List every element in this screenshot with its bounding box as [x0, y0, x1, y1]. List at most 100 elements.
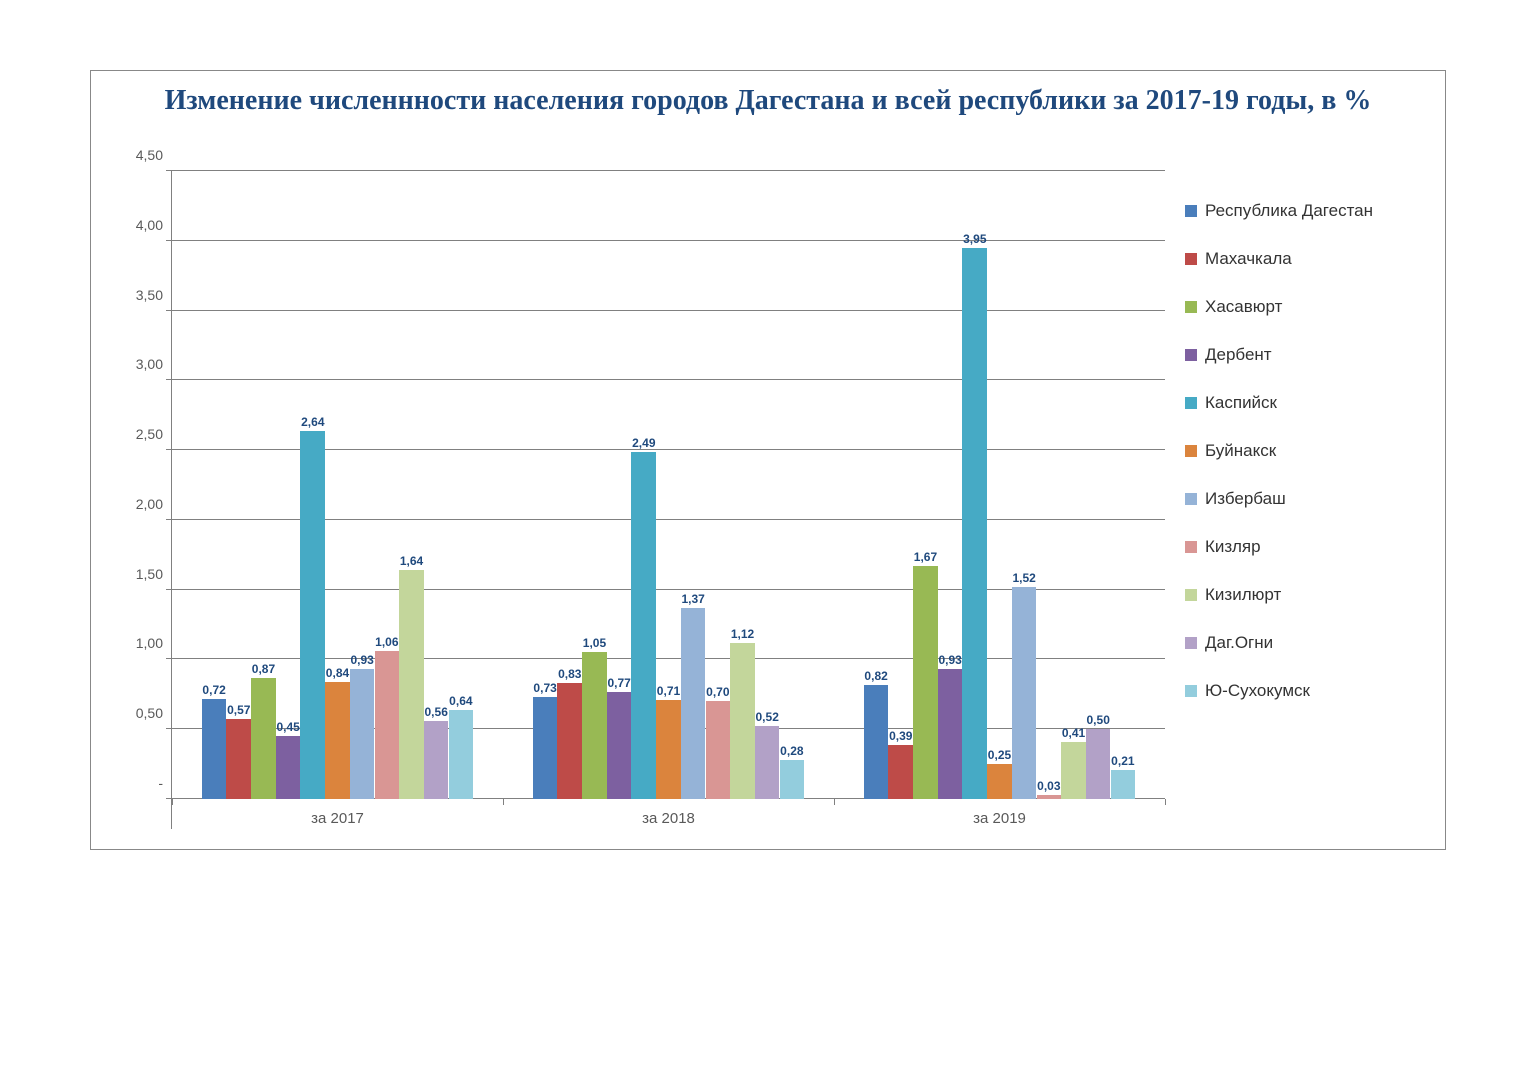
legend-swatch	[1185, 637, 1197, 649]
bar-value-label: 0,72	[202, 683, 225, 697]
bar-value-label: 1,37	[681, 592, 704, 606]
legend-swatch	[1185, 541, 1197, 553]
bar	[449, 710, 473, 799]
bar-value-label: 0,39	[889, 729, 912, 743]
x-axis-label: за 2017	[311, 810, 364, 827]
legend-item: Республика Дагестан	[1185, 201, 1425, 221]
bar-value-label: 0,93	[350, 653, 373, 667]
bar	[424, 721, 448, 799]
bar	[681, 608, 705, 799]
bar	[938, 669, 962, 799]
bar-value-label: 0,28	[780, 744, 803, 758]
bar-value-label: 0,70	[706, 685, 729, 699]
bar-value-label: 0,77	[607, 676, 630, 690]
bar	[780, 760, 804, 799]
bar-value-label: 0,52	[756, 710, 779, 724]
bar	[557, 683, 581, 799]
y-tick-label: 4,50	[136, 147, 163, 163]
bar	[300, 431, 324, 799]
y-axis: -0,501,001,502,002,503,003,504,004,50	[111, 171, 171, 829]
bar	[375, 651, 399, 799]
legend-label: Каспийск	[1205, 393, 1277, 413]
bar	[864, 685, 888, 799]
bar	[706, 701, 730, 799]
x-axis-label: за 2018	[642, 810, 695, 827]
legend-label: Избербаш	[1205, 489, 1286, 509]
legend-swatch	[1185, 685, 1197, 697]
legend-item: Избербаш	[1185, 489, 1425, 509]
x-axis-tick	[1165, 799, 1166, 805]
legend-swatch	[1185, 205, 1197, 217]
legend-item: Кизилюрт	[1185, 585, 1425, 605]
plot-wrap: -0,501,001,502,002,503,003,504,004,50 0,…	[111, 171, 1165, 829]
bar-value-label: 0,84	[326, 666, 349, 680]
bar	[1012, 587, 1036, 799]
y-tick-label: 2,50	[136, 426, 163, 442]
bar-value-label: 0,21	[1111, 754, 1134, 768]
bar-group: 0,720,570,870,452,640,840,931,061,640,56…	[202, 171, 473, 799]
x-axis-label: за 2019	[973, 810, 1026, 827]
bar	[913, 566, 937, 799]
bar-value-label: 2,64	[301, 415, 324, 429]
bar-value-label: 0,41	[1062, 726, 1085, 740]
bar	[276, 736, 300, 799]
legend-item: Буйнакск	[1185, 441, 1425, 461]
bar-value-label: 0,93	[938, 653, 961, 667]
bar-value-label: 0,25	[988, 748, 1011, 762]
bar	[251, 678, 275, 799]
page: Изменение численнности населения городов…	[0, 0, 1536, 1087]
y-tick-label: 1,00	[136, 635, 163, 651]
bar-group: 0,820,391,670,933,950,251,520,030,410,50…	[864, 171, 1135, 799]
bar-value-label: 3,95	[963, 232, 986, 246]
y-tick-label: -	[158, 775, 163, 791]
legend-label: Кизляр	[1205, 537, 1261, 557]
bar	[962, 248, 986, 799]
bar-value-label: 0,82	[864, 669, 887, 683]
bar	[987, 764, 1011, 799]
bar-value-label: 0,45	[276, 720, 299, 734]
bar-value-label: 1,05	[583, 636, 606, 650]
bar	[582, 652, 606, 799]
legend-label: Махачкала	[1205, 249, 1292, 269]
legend-item: Ю-Сухокумск	[1185, 681, 1425, 701]
y-tick-label: 3,00	[136, 356, 163, 372]
bar	[888, 745, 912, 799]
bar-group: 0,730,831,050,772,490,711,370,701,120,52…	[533, 171, 804, 799]
y-tick-label: 2,00	[136, 496, 163, 512]
bar-value-label: 0,73	[533, 681, 556, 695]
bar	[607, 692, 631, 799]
plot-area: 0,720,570,870,452,640,840,931,061,640,56…	[171, 171, 1165, 829]
legend-label: Даг.Огни	[1205, 633, 1273, 653]
bar	[1111, 770, 1135, 799]
bar	[350, 669, 374, 799]
bar-value-label: 1,06	[375, 635, 398, 649]
bar	[202, 699, 226, 799]
legend-item: Хасавюрт	[1185, 297, 1425, 317]
legend-label: Дербент	[1205, 345, 1272, 365]
bar	[399, 570, 423, 799]
bar	[226, 719, 250, 799]
legend-label: Кизилюрт	[1205, 585, 1281, 605]
bar	[631, 452, 655, 799]
legend-swatch	[1185, 445, 1197, 457]
legend-swatch	[1185, 397, 1197, 409]
legend-swatch	[1185, 253, 1197, 265]
chart-frame: Изменение численнности населения городов…	[90, 70, 1446, 850]
legend-swatch	[1185, 349, 1197, 361]
chart-title: Изменение численнности населения городов…	[91, 71, 1445, 118]
legend-item: Даг.Огни	[1185, 633, 1425, 653]
legend-item: Дербент	[1185, 345, 1425, 365]
y-tick-label: 4,00	[136, 217, 163, 233]
bar-value-label: 0,87	[252, 662, 275, 676]
legend-label: Хасавюрт	[1205, 297, 1282, 317]
legend-item: Каспийск	[1185, 393, 1425, 413]
legend-swatch	[1185, 301, 1197, 313]
bar-value-label: 0,57	[227, 703, 250, 717]
y-tick-label: 1,50	[136, 566, 163, 582]
legend-item: Кизляр	[1185, 537, 1425, 557]
legend-label: Ю-Сухокумск	[1205, 681, 1310, 701]
bars-layer: 0,720,570,870,452,640,840,931,061,640,56…	[172, 171, 1165, 799]
legend-label: Республика Дагестан	[1205, 201, 1373, 221]
legend-item: Махачкала	[1185, 249, 1425, 269]
bar	[1061, 742, 1085, 799]
